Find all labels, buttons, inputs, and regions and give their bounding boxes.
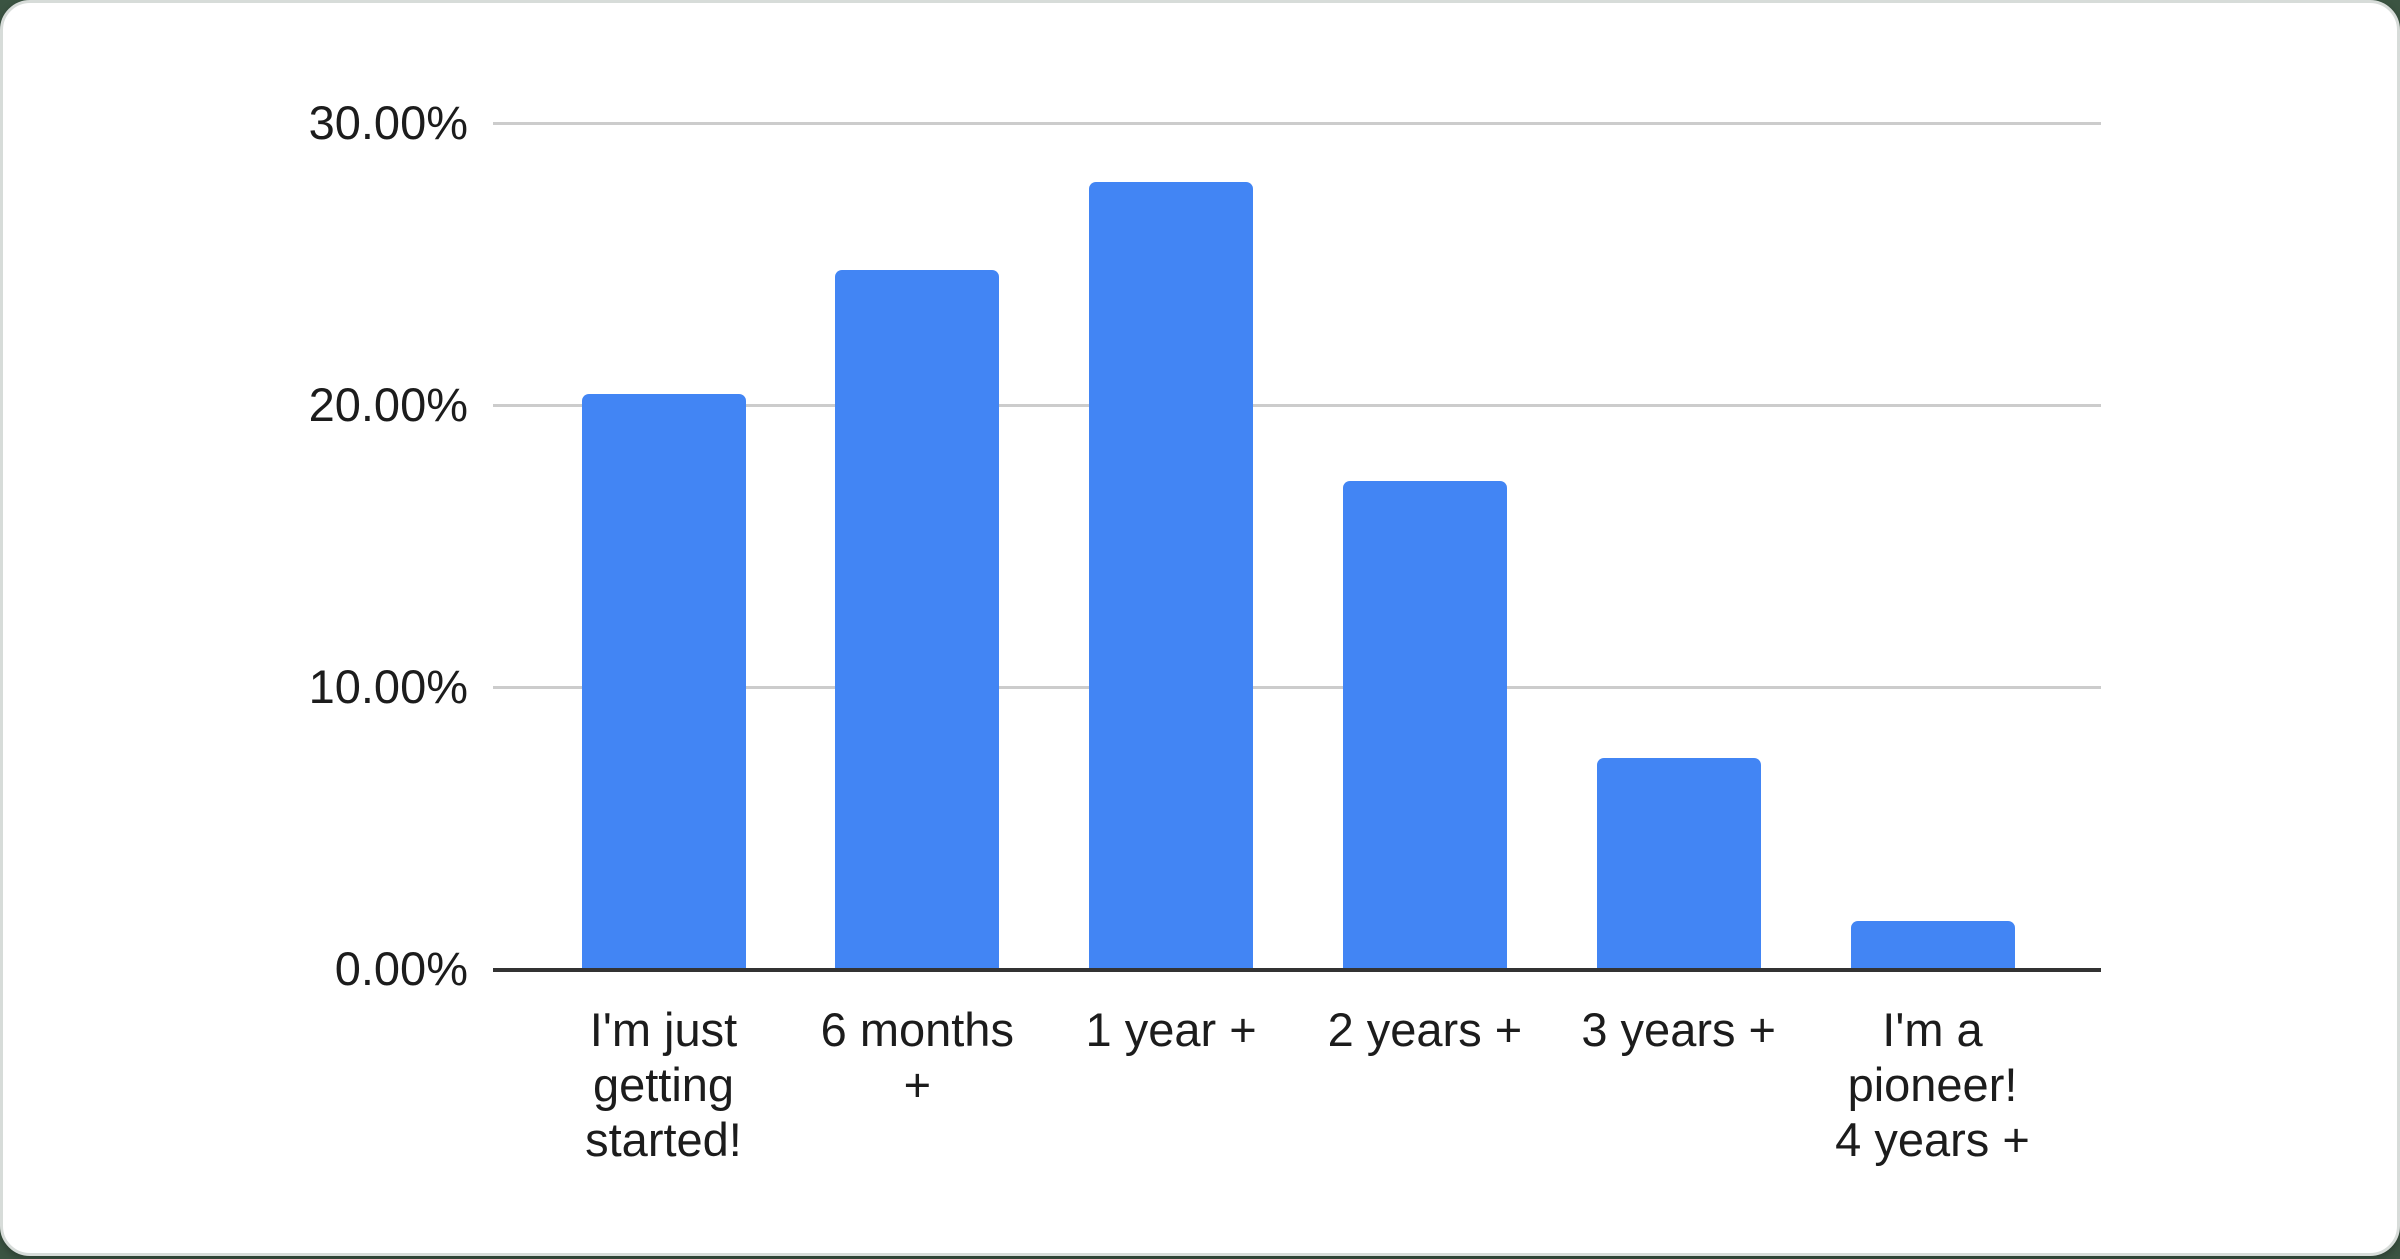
gridline-20 xyxy=(493,403,2101,407)
x-tick-label-line: I'm a xyxy=(1882,1003,1983,1056)
x-tick-label-line: 3 years + xyxy=(1581,1003,1776,1056)
x-tick-label-line: getting xyxy=(592,1058,735,1111)
y-tick-label: 20.00% xyxy=(308,378,468,431)
x-tick-label: 2 years + xyxy=(1294,1002,1556,1057)
x-tick-label-line: 4 years + xyxy=(1835,1113,2030,1166)
x-tick-label: 1 year + xyxy=(1040,1002,1302,1057)
bar-6 xyxy=(1850,921,2015,969)
x-tick-label-line: 2 years + xyxy=(1327,1003,1523,1056)
bar-1 xyxy=(581,393,746,969)
bar-3 xyxy=(1089,182,1254,969)
x-tick-label-line: 6 months xyxy=(820,1003,1014,1056)
bar-4 xyxy=(1342,481,1507,969)
x-tick-label: 3 years + xyxy=(1548,1002,1810,1057)
x-axis-baseline xyxy=(493,968,2101,972)
x-tick-label: I'm just getting started! xyxy=(533,1002,795,1167)
gridline-10 xyxy=(493,685,2101,689)
x-tick-label-line: + xyxy=(903,1058,932,1111)
bar-2 xyxy=(835,269,1000,969)
bar-5 xyxy=(1596,757,1761,969)
x-tick-label-line: started! xyxy=(585,1113,742,1166)
x-tick-label: 6 months + xyxy=(786,1002,1048,1112)
x-tick-label-line: 1 year + xyxy=(1085,1003,1257,1056)
bar-chart: 0.00% 10.00% 20.00% 30.00% I'm just getting s… xyxy=(3,3,2400,1259)
y-tick-label: 30.00% xyxy=(308,96,468,149)
x-tick-label-line: I'm just xyxy=(589,1003,738,1056)
y-tick-label: 10.00% xyxy=(308,660,468,713)
x-tick-label-line: pioneer! xyxy=(1847,1058,2018,1111)
gridline-30 xyxy=(493,121,2101,125)
y-tick-label: 0.00% xyxy=(334,942,468,995)
x-tick-label: I'm a pioneer! 4 years + xyxy=(1802,1002,2064,1167)
